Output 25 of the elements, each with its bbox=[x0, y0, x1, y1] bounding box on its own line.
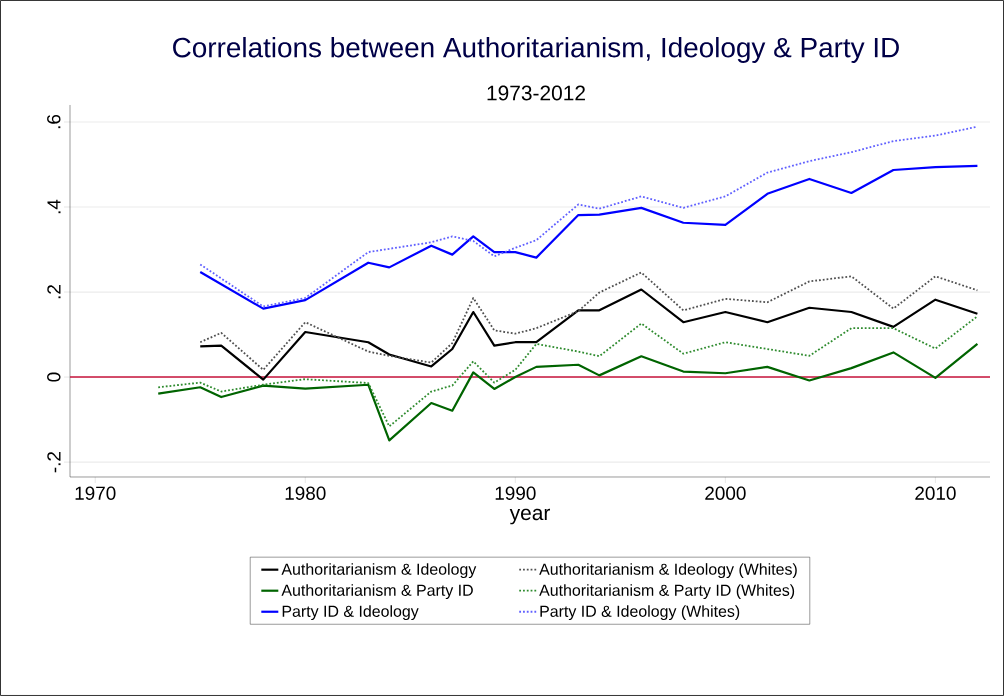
legend-label: Authoritarianism & Party ID (Whites) bbox=[539, 584, 795, 600]
x-tick-label: 1990 bbox=[495, 486, 536, 500]
legend-label: Authoritarianism & Ideology bbox=[281, 563, 477, 579]
legend-label: Authoritarianism & Party ID bbox=[281, 584, 473, 600]
y-tick-label: .4 bbox=[47, 199, 61, 214]
line-series bbox=[199, 125, 979, 308]
legend-label: Party ID & Ideology (Whites) bbox=[540, 605, 740, 621]
legend-label: Party ID & Ideology bbox=[282, 605, 419, 621]
y-tick-label: -.2 bbox=[47, 452, 61, 473]
x-tick-label: 2010 bbox=[915, 486, 956, 500]
y-tick-label: 0 bbox=[47, 372, 61, 382]
chart-subtitle: 1973-2012 bbox=[487, 85, 585, 101]
chart-title: Correlations between Authoritarianism, Ideology & Party ID bbox=[173, 37, 899, 63]
line-series bbox=[157, 342, 979, 442]
line-series bbox=[199, 288, 979, 381]
legend-label: Authoritarianism & Ideology (Whites) bbox=[539, 563, 797, 579]
x-tick-label: 1970 bbox=[75, 486, 116, 500]
line-series bbox=[199, 271, 979, 371]
x-tick-label: 2000 bbox=[705, 486, 746, 500]
line-series bbox=[199, 164, 979, 310]
line-series bbox=[157, 315, 979, 428]
x-axis-title: year bbox=[509, 508, 551, 525]
y-tick-label: .6 bbox=[47, 114, 61, 129]
x-tick-label: 1980 bbox=[285, 486, 326, 500]
y-tick-label: .2 bbox=[47, 285, 61, 299]
